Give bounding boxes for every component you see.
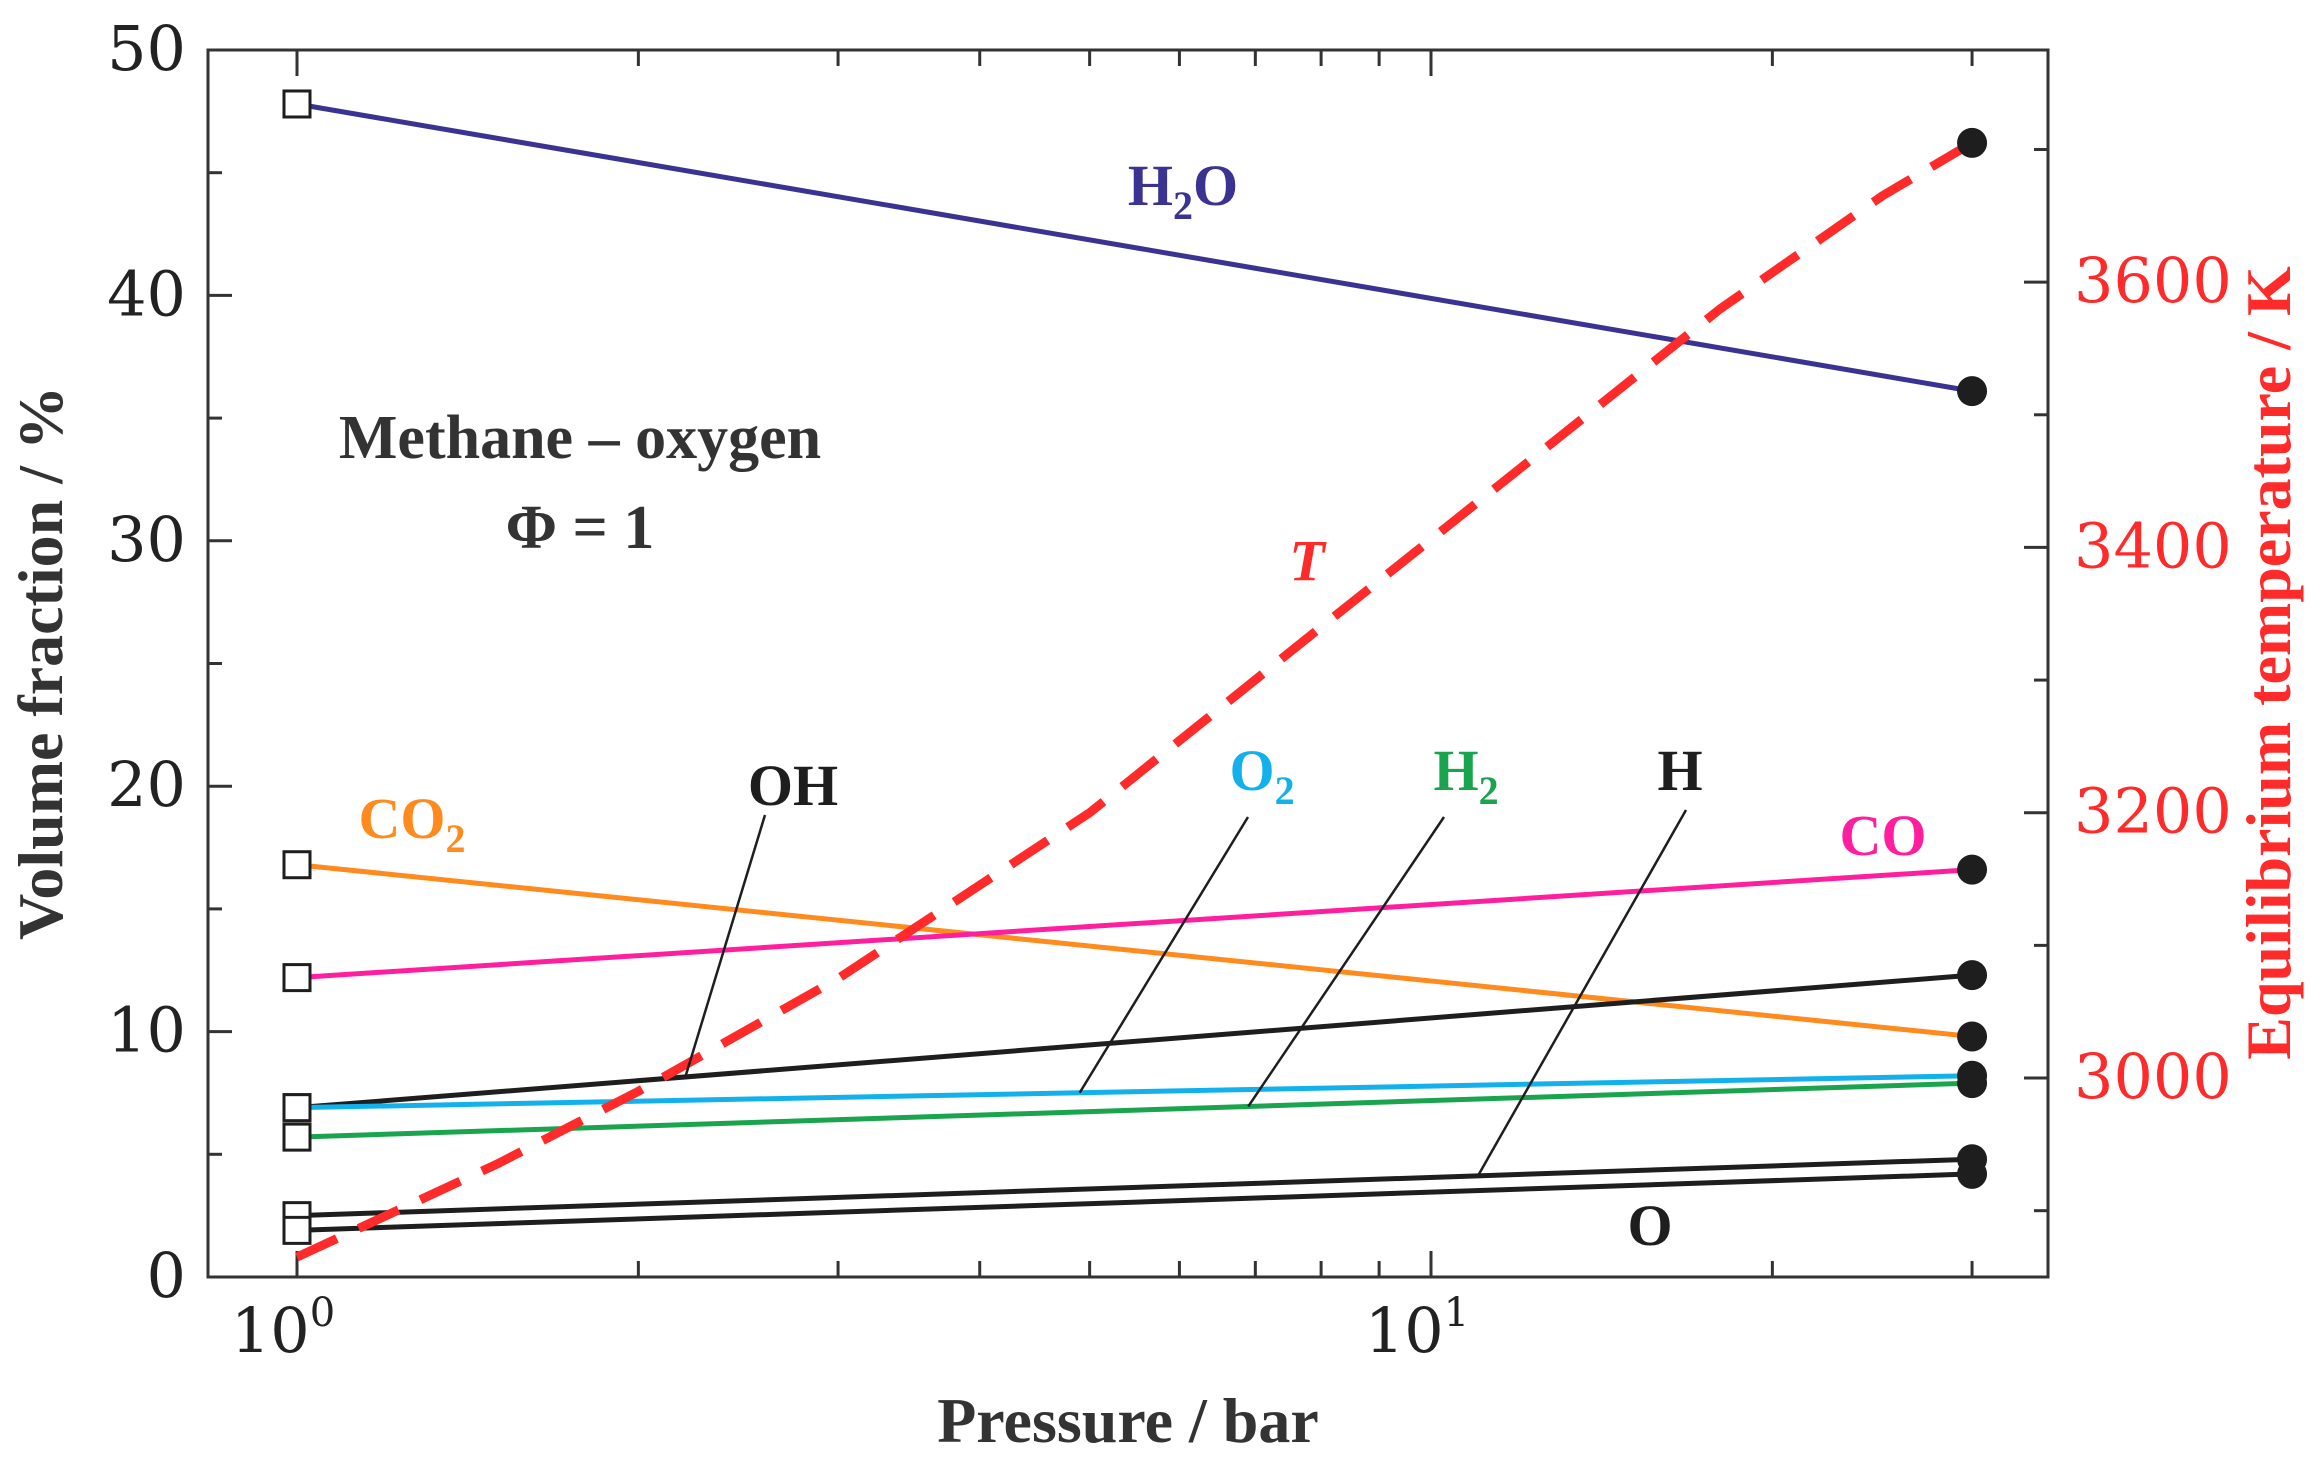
series-line-CO2 <box>296 862 1973 1039</box>
leader-lines <box>684 809 1688 1177</box>
series-label-H2O: H2O <box>1128 153 1238 228</box>
marker-start-O <box>282 1215 312 1245</box>
left-axis-tick-labels: 0 10 20 30 40 50 <box>107 12 186 1312</box>
marker-start-H2 <box>282 1122 312 1152</box>
y-tick-label: 40 <box>107 257 186 330</box>
marker-end-O <box>1957 1158 1988 1189</box>
series-lines <box>295 101 1975 1262</box>
x-tick-label: 101 <box>1365 1290 1469 1367</box>
series-label-O2: O2 <box>1229 738 1294 813</box>
marker-end-CO <box>1957 854 1988 885</box>
series-line-O2 <box>296 1073 1973 1111</box>
x-tick-label: 100 <box>231 1290 335 1367</box>
series-line-H <box>296 1156 1973 1219</box>
marker-end-H2O <box>1957 376 1988 407</box>
marker-end-T <box>1957 127 1988 158</box>
marker-start-CO <box>282 963 312 993</box>
series-line-H2O <box>296 101 1973 394</box>
y-tick-label: 20 <box>107 748 186 821</box>
leader-line-H2 <box>1247 816 1446 1108</box>
series-line-OH <box>296 972 1973 1111</box>
series-label-H: H <box>1657 738 1702 803</box>
y-axis-label: Volume fraction / % <box>5 386 76 940</box>
series-line-T <box>295 138 1975 1262</box>
leader-line-O2 <box>1078 816 1250 1094</box>
marker-start-H2O <box>282 89 312 119</box>
marker-end-CO2 <box>1957 1021 1988 1052</box>
y-tick-label: 50 <box>107 12 186 85</box>
y2-tick-label: 3000 <box>2074 1040 2232 1113</box>
series-line-CO <box>296 867 1973 981</box>
y2-tick-label: 3600 <box>2074 244 2232 317</box>
x-axis-tick-labels: 100 101 <box>231 1290 1469 1367</box>
series-labels: H2O CO2 CO OH O2 H2 H O T <box>359 153 1927 1258</box>
series-label-O: O <box>1627 1193 1672 1258</box>
series-label-CO: CO <box>1840 803 1927 868</box>
series-line-O <box>296 1171 1973 1233</box>
x-axis-label: Pressure / bar <box>937 1385 1319 1456</box>
right-axis-tick-labels: 3000 3200 3400 3600 <box>2074 244 2232 1113</box>
axis-ticks <box>208 48 2048 1279</box>
marker-end-OH <box>1957 960 1988 991</box>
annotation-title: Methane – oxygen <box>339 404 821 472</box>
annotation-phi: Φ = 1 <box>506 494 655 562</box>
series-label-OH: OH <box>748 753 838 818</box>
leader-line-H <box>1476 809 1688 1177</box>
y-tick-label: 30 <box>107 503 186 576</box>
marker-start-CO2 <box>282 850 312 880</box>
data-markers <box>282 89 1988 1245</box>
series-label-CO2: CO2 <box>359 786 466 861</box>
series-label-H2: H2 <box>1433 738 1498 813</box>
y-tick-label: 10 <box>107 994 186 1067</box>
series-label-T: T <box>1289 528 1327 593</box>
leader-line-OH <box>684 814 767 1078</box>
y2-axis-label: Equilibrium temperature / K <box>2233 266 2304 1060</box>
y2-tick-label: 3200 <box>2074 775 2232 848</box>
y-tick-label: 0 <box>147 1239 186 1312</box>
marker-start-O2 <box>282 1093 312 1123</box>
y2-tick-label: 3400 <box>2074 509 2232 582</box>
marker-end-H2 <box>1957 1068 1988 1099</box>
